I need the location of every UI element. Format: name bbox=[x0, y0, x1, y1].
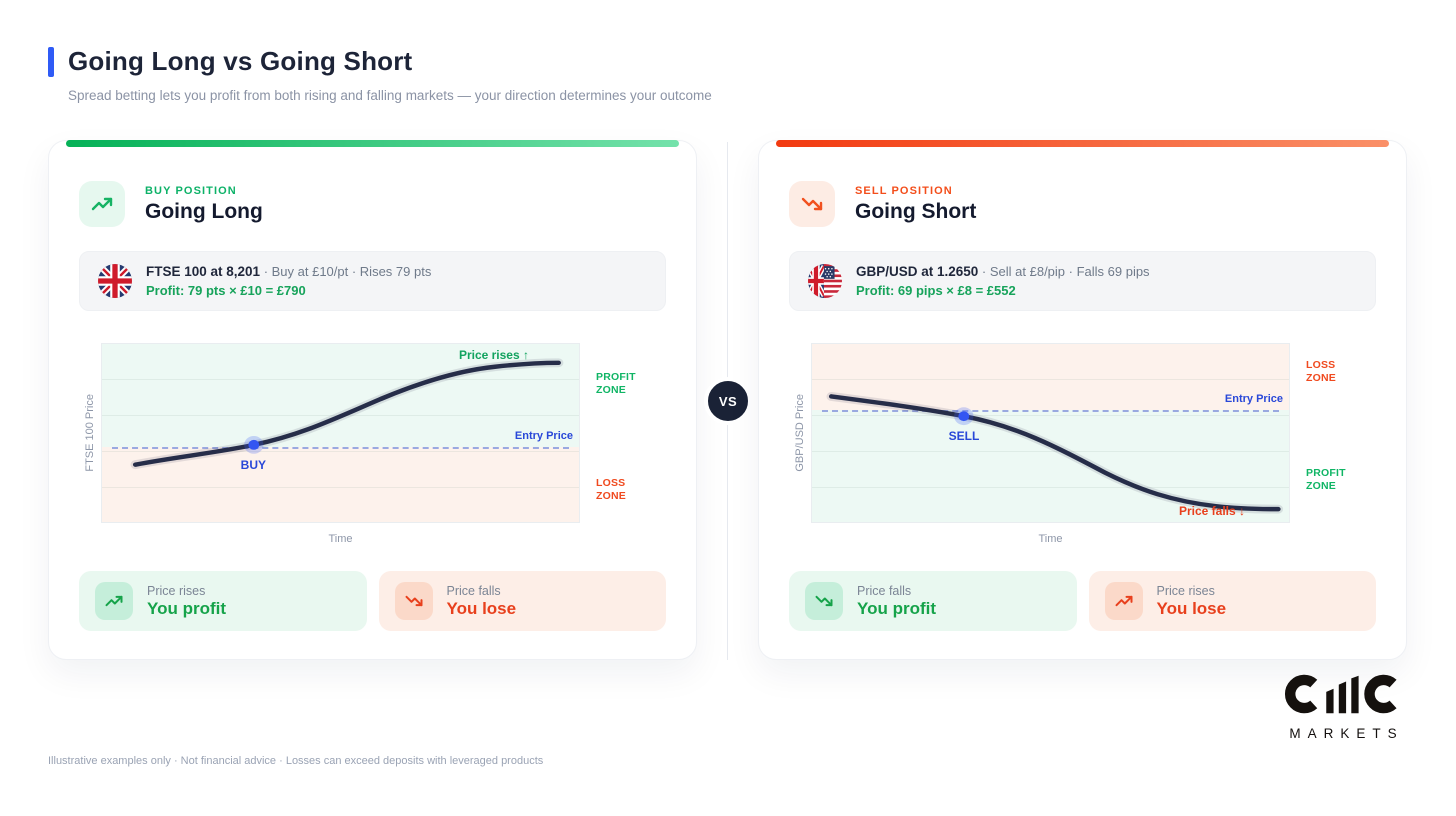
ftse-profit-line: Profit: 79 pts × £10 = £790 bbox=[146, 283, 306, 298]
short-loss-outcome: Price rises You lose bbox=[1088, 571, 1376, 631]
page-title: Going Long vs Going Short bbox=[68, 46, 413, 76]
outcome-condition: Price falls bbox=[857, 583, 912, 598]
ftse-example-line: FTSE 100 at 8,201 · Buy at £10/pt · Rise… bbox=[146, 264, 431, 279]
short-chart-gridlines bbox=[812, 344, 1289, 522]
trending-up-icon bbox=[79, 181, 125, 227]
page-subtitle: Spread betting lets you profit from both… bbox=[68, 88, 712, 103]
buy-position-kicker: BUY POSITION bbox=[145, 184, 237, 197]
outcome-condition: Price rises bbox=[1156, 583, 1215, 598]
sell-position-kicker: SELL POSITION bbox=[855, 184, 953, 197]
short-chart-plot-area: Price falls ↓ Entry Price SELL bbox=[811, 343, 1290, 523]
outcome-condition: Price falls bbox=[446, 583, 501, 598]
short-profit-outcome: Price falls You profit bbox=[789, 571, 1077, 631]
gbpusd-details: · Sell at £8/pip · Falls 69 pips bbox=[978, 264, 1150, 279]
long-chart-x-axis-label: Time bbox=[328, 533, 353, 545]
long-chart-gridlines bbox=[102, 344, 579, 522]
outcome-condition: Price rises bbox=[147, 583, 206, 598]
long-chart-y-axis-label: FTSE 100 Price bbox=[84, 394, 96, 472]
short-chart-x-axis-label: Time bbox=[1038, 533, 1063, 545]
short-entry-price-line bbox=[821, 409, 1280, 412]
outcome-result: You lose bbox=[446, 598, 517, 618]
uk-flag-icon bbox=[98, 264, 132, 298]
outcome-result: You profit bbox=[857, 598, 936, 618]
long-profit-zone-area bbox=[102, 344, 579, 447]
short-loss-zone-area bbox=[812, 344, 1289, 410]
footer-disclaimer: Illustrative examples only · Not financi… bbox=[48, 755, 544, 767]
long-chart: FTSE 100 Price Price rises ↑ Entry Price… bbox=[79, 343, 666, 545]
long-loss-outcome: Price falls You lose bbox=[378, 571, 666, 631]
cmc-markets-logo: MARKETS bbox=[1280, 670, 1408, 741]
short-outcomes: Price falls You profit Price rises You l… bbox=[789, 571, 1376, 631]
short-chart-y-axis-label: GBP/USD Price bbox=[794, 394, 806, 472]
ftse-details: · Buy at £10/pt · Rises 79 pts bbox=[260, 264, 432, 279]
going-short-card: SELL POSITION Going Short bbox=[758, 140, 1407, 660]
going-long-card: BUY POSITION Going Long FTSE 100 at 8,20… bbox=[48, 140, 697, 660]
profit-zone-label: PROFIT ZONE bbox=[596, 371, 636, 396]
long-price-curve bbox=[130, 358, 564, 470]
trending-up-icon bbox=[95, 582, 133, 620]
ftse-instrument: FTSE 100 at 8,201 bbox=[146, 264, 261, 279]
trending-up-icon bbox=[1104, 582, 1143, 620]
title-accent-bar bbox=[48, 46, 54, 77]
long-chart-plot-area: Price rises ↑ Entry Price BUY bbox=[101, 343, 580, 523]
price-falls-label: Price falls ↓ bbox=[1178, 504, 1245, 518]
trending-down-icon bbox=[805, 582, 843, 620]
profit-zone-label: PROFIT ZONE bbox=[1306, 467, 1346, 492]
short-entry-price-label: Entry Price bbox=[1224, 392, 1283, 405]
cmc-logo-glyph bbox=[1285, 674, 1397, 714]
long-zone-labels: PROFIT ZONE LOSS ZONE bbox=[580, 343, 666, 523]
going-long-title: Going Long bbox=[145, 199, 263, 223]
long-profit-outcome: Price rises You profit bbox=[79, 571, 367, 631]
buy-point-label: BUY bbox=[240, 457, 267, 472]
short-chart: GBP/USD Price Price falls ↓ Entry Price … bbox=[789, 343, 1376, 545]
long-loss-zone-area bbox=[102, 446, 579, 522]
gbpusd-instrument: GBP/USD at 1.2650 bbox=[856, 264, 979, 279]
gbpusd-flag-icon bbox=[808, 264, 842, 298]
outcome-result: You profit bbox=[147, 598, 226, 618]
long-card-header: BUY POSITION Going Long bbox=[79, 181, 666, 227]
short-price-curve bbox=[826, 391, 1284, 514]
short-zone-labels: LOSS ZONE PROFIT ZONE bbox=[1290, 343, 1376, 523]
short-card-top-gradient bbox=[776, 140, 1389, 147]
price-rises-label: Price rises ↑ bbox=[458, 348, 529, 362]
gbpusd-profit-line: Profit: 69 pips × £8 = £552 bbox=[856, 283, 1016, 298]
long-card-top-gradient bbox=[66, 140, 679, 147]
long-entry-price-line bbox=[111, 446, 570, 449]
ftse-example-strip: FTSE 100 at 8,201 · Buy at £10/pt · Rise… bbox=[79, 251, 666, 311]
page-header: Going Long vs Going Short Spread betting… bbox=[48, 46, 712, 103]
loss-zone-label: LOSS ZONE bbox=[1306, 359, 1336, 384]
trending-down-icon bbox=[789, 181, 835, 227]
gbpusd-example-line: GBP/USD at 1.2650 · Sell at £8/pip · Fal… bbox=[856, 264, 1150, 279]
going-short-title: Going Short bbox=[855, 199, 977, 223]
trending-down-icon bbox=[394, 582, 433, 620]
outcome-result: You lose bbox=[1156, 598, 1227, 618]
short-card-header: SELL POSITION Going Short bbox=[789, 181, 1376, 227]
long-entry-price-label: Entry Price bbox=[514, 429, 573, 442]
sell-point-label: SELL bbox=[948, 429, 980, 444]
vs-badge: VS bbox=[704, 377, 752, 425]
loss-zone-label: LOSS ZONE bbox=[596, 477, 626, 502]
gbpusd-example-strip: GBP/USD at 1.2650 · Sell at £8/pip · Fal… bbox=[789, 251, 1376, 311]
cmc-markets-wordmark: MARKETS bbox=[1289, 726, 1404, 741]
long-outcomes: Price rises You profit Price falls You l… bbox=[79, 571, 666, 631]
